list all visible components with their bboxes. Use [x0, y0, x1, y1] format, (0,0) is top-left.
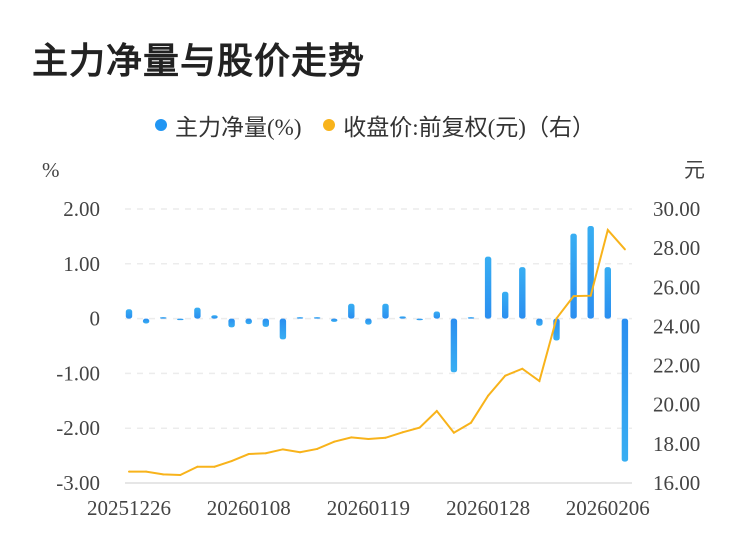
right-tick-label: 30.00: [653, 197, 700, 221]
bar-20260126[interactable]: [450, 318, 458, 373]
line-point-20260115[interactable]: [333, 440, 336, 443]
line-point-20260128[interactable]: [487, 394, 490, 397]
line-point-20260121[interactable]: [401, 431, 404, 434]
line-point-20260206[interactable]: [606, 228, 609, 231]
legend-item-close-price[interactable]: 收盘价:前复权(元)（右）: [323, 108, 595, 142]
legend-dot: [323, 119, 336, 131]
line-point-20260123[interactable]: [435, 409, 438, 412]
left-axis-unit: %: [42, 158, 60, 182]
x-tick-label: 20260206: [566, 496, 650, 520]
legend-dot: [155, 119, 168, 131]
bar-20260109[interactable]: [262, 318, 269, 327]
bar-20260112[interactable]: [279, 318, 287, 340]
bar-20260209[interactable]: [621, 318, 629, 462]
line-point-20260126[interactable]: [452, 431, 455, 434]
bar-20260121[interactable]: [399, 316, 406, 319]
line-point-20251229[interactable]: [145, 470, 148, 473]
line-point-20260120[interactable]: [384, 436, 387, 439]
bar-20251231[interactable]: [177, 318, 184, 321]
right-tick-label: 18.00: [653, 432, 700, 456]
line-point-20260114[interactable]: [316, 447, 319, 450]
left-tick-label: -2.00: [56, 416, 100, 440]
line-point-20260202[interactable]: [538, 380, 541, 383]
bar-20251226[interactable]: [125, 309, 133, 319]
bar-20260202[interactable]: [536, 318, 543, 326]
bar-20260127[interactable]: [467, 317, 475, 319]
bar-20260123[interactable]: [433, 311, 440, 319]
bar-20260108[interactable]: [245, 318, 252, 325]
bar-20260205[interactable]: [587, 225, 594, 319]
line-point-20260105[interactable]: [196, 465, 199, 468]
right-axis-unit: 元: [684, 158, 705, 182]
bar-20260116[interactable]: [348, 303, 355, 319]
right-tick-label: 24.00: [653, 314, 700, 338]
line-point-20260113[interactable]: [299, 451, 301, 454]
bar-20260115[interactable]: [331, 318, 338, 322]
left-tick-label: -3.00: [56, 471, 100, 495]
legend-label: 收盘价:前复权(元)（右）: [343, 115, 595, 140]
left-tick-label: 1.00: [63, 252, 100, 276]
bar-20260129[interactable]: [502, 291, 509, 319]
bar-20260105[interactable]: [194, 307, 201, 319]
line-point-20251230[interactable]: [162, 473, 165, 476]
bar-20260130[interactable]: [519, 267, 526, 319]
line-point-20260122[interactable]: [418, 426, 421, 429]
right-tick-label: 28.00: [653, 236, 700, 260]
bar-20260107[interactable]: [228, 318, 235, 328]
x-tick-label: 20251226: [87, 496, 171, 520]
line-point-20260203[interactable]: [555, 317, 558, 320]
close-price-line: [129, 227, 626, 476]
bar-20260122[interactable]: [416, 318, 423, 321]
line-point-20260127[interactable]: [470, 421, 472, 424]
line-point-20260205[interactable]: [589, 294, 592, 297]
bar-20251230[interactable]: [160, 317, 167, 319]
chart-title: 主力净量与股价走势: [32, 41, 366, 82]
line-point-20260119[interactable]: [367, 437, 370, 440]
line-point-20260112[interactable]: [281, 448, 284, 451]
left-tick-label: -1.00: [56, 361, 100, 385]
right-tick-label: 22.00: [653, 354, 700, 378]
x-tick-label: 20260108: [207, 496, 291, 520]
line-point-20260108[interactable]: [247, 453, 250, 456]
left-tick-label: 2.00: [63, 197, 100, 221]
legend-item-net-volume[interactable]: 主力净量(%): [155, 108, 302, 142]
legend-label: 主力净量(%): [175, 115, 302, 140]
x-tick-label: 20260119: [327, 496, 410, 520]
legend: 主力净量(%) 收盘价:前复权(元)（右）: [0, 108, 750, 142]
x-tick-label: 20260128: [446, 496, 530, 520]
bar-20260204[interactable]: [570, 233, 577, 319]
bar-20260128[interactable]: [484, 256, 492, 319]
bar-20260120[interactable]: [382, 303, 389, 319]
line-point-20260107[interactable]: [230, 460, 233, 463]
line-point-20260209[interactable]: [623, 248, 626, 251]
line-point-20251231[interactable]: [179, 473, 182, 476]
line-point-20260129[interactable]: [504, 374, 507, 377]
line-point-20260109[interactable]: [264, 452, 267, 455]
right-tick-label: 26.00: [653, 275, 700, 299]
bar-20260119[interactable]: [365, 318, 372, 325]
line-point-20260204[interactable]: [572, 295, 575, 298]
right-tick-label: 20.00: [653, 393, 700, 417]
bar-20251229[interactable]: [142, 318, 150, 324]
line-point-20251226[interactable]: [128, 470, 130, 473]
right-tick-label: 16.00: [653, 471, 700, 495]
bar-20260206[interactable]: [604, 267, 611, 319]
line-point-20260130[interactable]: [521, 367, 524, 370]
line-point-20260116[interactable]: [350, 436, 353, 439]
line-point-20260106[interactable]: [213, 465, 216, 468]
bar-20260113[interactable]: [296, 317, 304, 319]
bar-20260106[interactable]: [211, 315, 218, 319]
left-tick-label: 0: [90, 307, 101, 331]
bar-20260114[interactable]: [313, 317, 321, 319]
